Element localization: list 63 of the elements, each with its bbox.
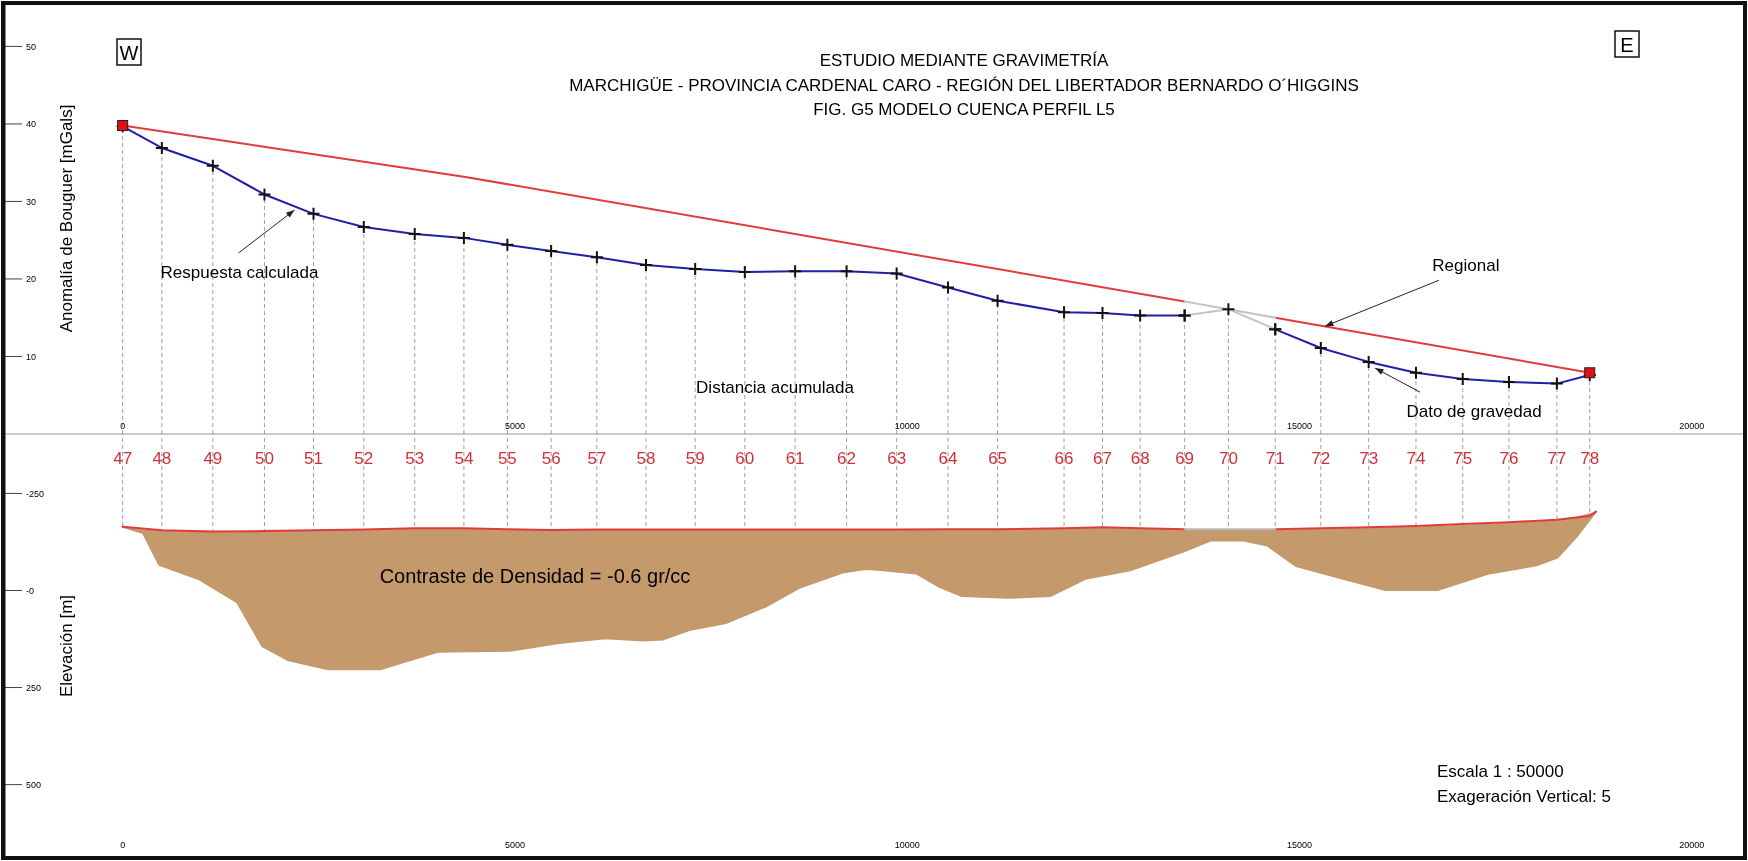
annotation: 54	[454, 448, 474, 468]
annotation: 67	[1093, 448, 1112, 468]
annotation: 68	[1130, 448, 1150, 468]
annotation: E	[1620, 34, 1634, 56]
annotation: Respuesta calculada	[160, 262, 319, 282]
x-tick-label: 5000	[504, 840, 525, 850]
annotation: 66	[1054, 448, 1074, 468]
annotation: 75	[1453, 448, 1473, 468]
annotation: 77	[1547, 448, 1567, 468]
y-tick-label: 250	[26, 682, 42, 693]
annotation: Escala 1 : 50000	[1437, 762, 1564, 781]
text: ESTUDIO MEDIANTE GRAVIMETRÍA	[819, 51, 1110, 70]
annotation: 76	[1499, 448, 1519, 468]
annotation: 48	[152, 448, 172, 468]
annotation: 49	[203, 448, 223, 468]
y-tick-label: 40	[26, 119, 37, 130]
annotation: 51	[304, 448, 323, 468]
text: MARCHIGÜE - PROVINCIA CARDENAL CARO - REGIÓN DEL LIBERTADOR BERNARDO O´HIGGINS FIG. G5 MODELO CUENCA PERFIL L5	[569, 76, 1359, 119]
y-tick-label: 500	[26, 779, 42, 790]
x-tick-label: 0	[120, 421, 126, 431]
annotation: 65	[988, 448, 1008, 468]
annotation: 63	[887, 448, 907, 468]
y-tick-label: 20	[26, 274, 37, 285]
annotation: Dato de gravedad	[1406, 402, 1542, 422]
y-tick-label: 30	[26, 196, 37, 207]
annotation: 74	[1406, 448, 1426, 468]
x-tick-label: 20000	[1679, 840, 1705, 850]
annotation: 55	[497, 448, 517, 468]
x-tick-label: 5000	[504, 421, 525, 431]
y-tick-label: -250	[26, 488, 45, 499]
annotation: 53	[405, 448, 425, 468]
x-tick-label: 10000	[894, 840, 920, 850]
x-tick-label: 10000	[894, 421, 920, 431]
y-tick-label: 10	[26, 351, 37, 362]
annotation: 62	[837, 448, 857, 468]
annotation: 70	[1218, 448, 1238, 468]
y-axis-title: Anomalía de Bouguer [mGals]	[57, 104, 76, 333]
annotation: 47	[113, 448, 133, 468]
annotation: 59	[685, 448, 705, 468]
annotation: Contraste de Densidad = -0.6 gr/cc	[379, 565, 691, 587]
annotation: 56	[541, 448, 561, 468]
annotation: 72	[1311, 448, 1331, 468]
annotation: 58	[636, 448, 656, 468]
annotation: Regional	[1432, 256, 1500, 276]
annotation: 61	[785, 448, 805, 468]
annotation: 57	[587, 448, 607, 468]
x-axis-title: Distancia acumulada	[696, 378, 855, 397]
y-axis-title: Elevación [m]	[57, 594, 76, 698]
annotation: 60	[735, 448, 755, 468]
y-tick-label: -0	[26, 585, 35, 596]
annotation: 64	[938, 448, 958, 468]
annotation: 71	[1265, 448, 1285, 468]
annotation: 50	[255, 448, 274, 468]
x-tick-label: 15000	[1286, 840, 1312, 850]
annotation: 52	[354, 448, 374, 468]
x-tick-label: 0	[120, 840, 126, 850]
annotation: 69	[1175, 448, 1195, 468]
annotation: 78	[1580, 448, 1600, 468]
annotation: 73	[1359, 448, 1379, 468]
x-tick-label: 20000	[1679, 421, 1705, 431]
annotation: Exageración Vertical: 5	[1437, 787, 1611, 806]
y-tick-label: 50	[26, 41, 37, 52]
x-tick-label: 15000	[1286, 421, 1312, 431]
